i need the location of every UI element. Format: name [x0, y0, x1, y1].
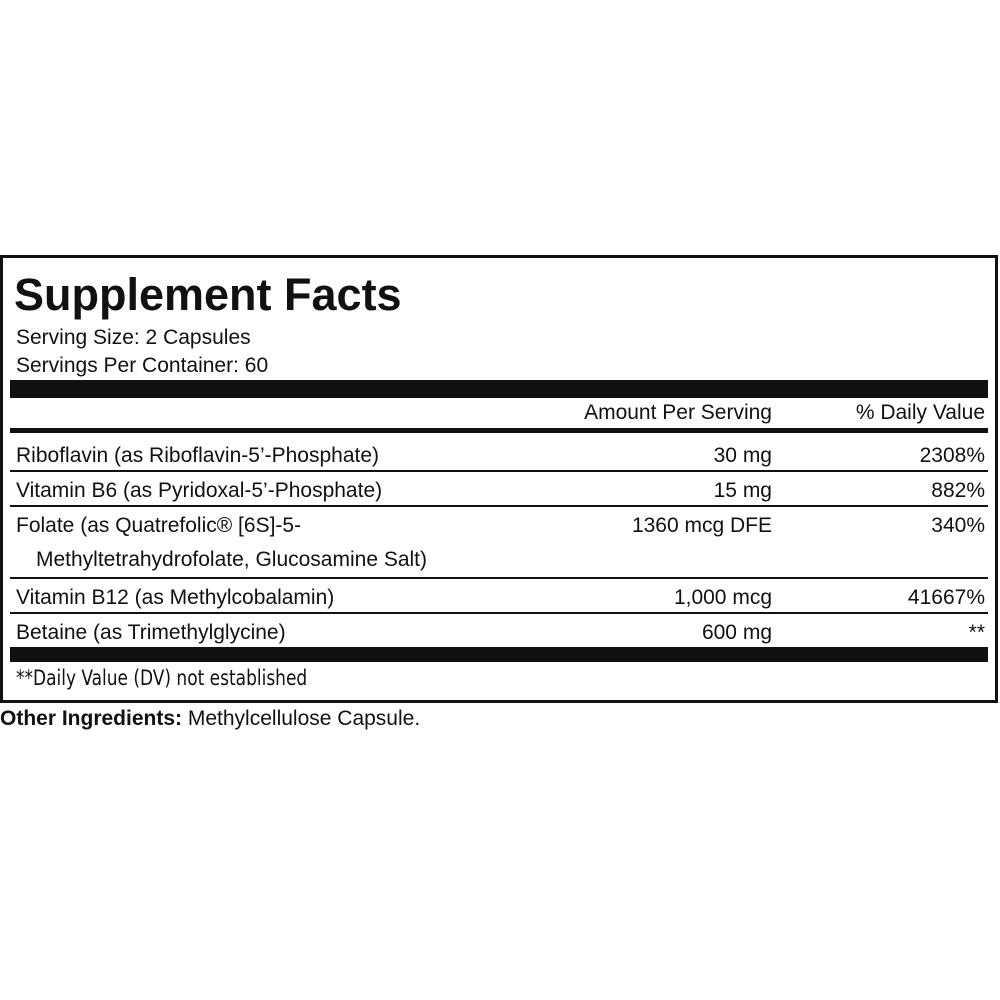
servings-per-container: Servings Per Container: 60 — [16, 354, 269, 377]
daily-value: 340% — [931, 514, 985, 537]
medium-bar — [10, 428, 988, 433]
nutrient-name: Vitamin B12 (as Methylcobalamin) — [16, 586, 335, 609]
nutrient-name: Methyltetrahydrofolate, Glucosamine Salt… — [36, 548, 428, 571]
thick-bar — [10, 380, 988, 398]
other-ingredients-label: Other Ingredients: — [0, 707, 183, 730]
amount: 15 mg — [713, 479, 772, 502]
nutrient-name: Folate (as Quatrefolic® [6S]-5- — [16, 514, 302, 537]
other-ingredients-text: Methylcellulose Capsule. — [187, 707, 421, 730]
amount: 600 mg — [701, 621, 772, 644]
row-rule — [10, 470, 988, 472]
column-header: Amount Per Serving — [584, 401, 772, 424]
thick-bar — [10, 647, 988, 662]
facts-box — [0, 255, 998, 703]
nutrient-name: Riboflavin (as Riboflavin-5’-Phosphate) — [16, 444, 380, 467]
daily-value: 2308% — [919, 444, 985, 467]
column-header: % Daily Value — [855, 401, 985, 424]
amount: 1,000 mcg — [673, 586, 772, 609]
title: Supplement Facts — [14, 269, 402, 320]
row-rule — [10, 612, 988, 614]
footnote: **Daily Value (DV) not established — [16, 666, 308, 690]
amount: 30 mg — [713, 444, 772, 467]
row-rule — [10, 577, 988, 579]
daily-value: 41667% — [907, 586, 985, 609]
amount: 1360 mcg DFE — [631, 514, 772, 537]
nutrient-name: Betaine (as Trimethylglycine) — [16, 621, 286, 644]
daily-value: 882% — [931, 479, 985, 502]
daily-value: ** — [968, 621, 985, 644]
nutrient-name: Vitamin B6 (as Pyridoxal-5’-Phosphate) — [16, 479, 383, 502]
other-ingredients: Other Ingredients: Methylcellulose Capsu… — [0, 706, 420, 732]
row-rule — [10, 505, 988, 507]
serving-size: Serving Size: 2 Capsules — [16, 326, 251, 349]
